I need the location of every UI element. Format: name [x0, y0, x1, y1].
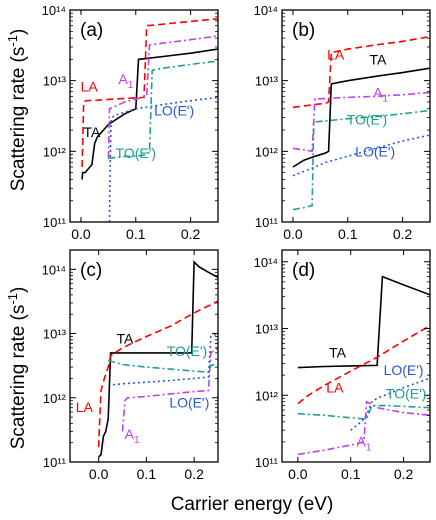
- series-label-ta: TA: [83, 124, 101, 140]
- series-lo-e-line: [108, 96, 218, 222]
- x-tick-label: 0.0: [89, 466, 109, 482]
- plot-frame: [69, 249, 219, 463]
- series-a-line: [297, 400, 430, 456]
- series-label-to-e: TO(E'): [386, 385, 427, 401]
- panel-label: (d): [292, 260, 315, 281]
- series-lo-e-line: [350, 377, 430, 431]
- series-la-line: [297, 325, 430, 405]
- y-tick-label: 10¹²: [255, 144, 279, 159]
- series-label-subscript: 1: [134, 435, 140, 446]
- series-ta-line: [292, 67, 430, 168]
- y-axis-title-top-close: ): [8, 29, 29, 35]
- y-axis-title-bottom-main: Scattering rate (s: [8, 305, 29, 450]
- y-axis-title-top-main: Scattering rate (s: [8, 47, 29, 192]
- series-a-line: [107, 35, 218, 159]
- series-label-lo-e: LO(E'): [384, 362, 424, 378]
- series-a-line: [121, 347, 218, 432]
- series-label-lo-e: LO(E'): [154, 103, 194, 119]
- x-tick-label: 0.1: [341, 466, 361, 482]
- series-to-e-line: [107, 359, 218, 374]
- y-tick-label: 10¹³: [255, 74, 279, 89]
- series-label-to-e: TO(E'): [116, 145, 157, 161]
- series-label-lo-e: LO(E'): [169, 395, 209, 411]
- series-to-e-line: [292, 109, 430, 211]
- plot-frame: [281, 249, 431, 463]
- panel-label: (b): [292, 20, 315, 41]
- series-la-line: [81, 18, 218, 168]
- y-tick-label: 10¹⁴: [254, 255, 278, 270]
- series-label-to-e: TO(E'): [347, 111, 388, 127]
- series-label-a: A1: [356, 434, 371, 454]
- series-label-subscript: 1: [366, 443, 372, 454]
- x-tick-label: 0.2: [393, 226, 413, 242]
- y-axis-title-top: Scattering rate (s-1): [5, 29, 29, 192]
- y-tick-label: 10¹⁴: [254, 3, 278, 18]
- x-tick-label: 0.1: [338, 226, 358, 242]
- series-label-la: LA: [327, 46, 345, 62]
- y-tick-label: 10¹³: [43, 327, 67, 342]
- series-label-ta: TA: [116, 331, 134, 347]
- x-tick-label: 0.2: [184, 466, 204, 482]
- series-label-a: A1: [125, 426, 140, 446]
- x-tick-label: 0.0: [283, 226, 303, 242]
- x-tick-label: 0.1: [137, 466, 157, 482]
- y-axis-title-bottom: Scattering rate (s-1): [5, 287, 29, 450]
- y-tick-label: 10¹²: [255, 388, 279, 403]
- plot-frame: [281, 9, 431, 223]
- series-label-ta: TA: [329, 344, 347, 360]
- panel-b: 0.0 0.1 0.2 10¹¹ 10¹² 10¹³ 10¹⁴ (b) LA TA A1 TO(E')…: [254, 3, 431, 242]
- series-label-la: LA: [326, 379, 344, 395]
- x-tick-label: 0.0: [71, 226, 91, 242]
- panel-label: (a): [80, 20, 103, 41]
- y-tick-label: 10¹⁴: [42, 3, 66, 18]
- plot-frame: [69, 9, 219, 223]
- series-ta-line: [98, 260, 218, 458]
- series-a-line: [292, 91, 430, 153]
- y-tick-label: 10¹¹: [255, 215, 279, 230]
- y-tick-label: 10¹³: [43, 74, 67, 89]
- series-to-e-line: [297, 404, 430, 420]
- x-tick-label: 0.2: [181, 226, 201, 242]
- series-label-a: A1: [373, 84, 388, 104]
- y-tick-label: 10¹²: [43, 391, 67, 406]
- x-axis-title: Carrier energy (eV): [171, 494, 334, 515]
- series-lo-e-line: [292, 134, 430, 177]
- series-label-la: LA: [81, 79, 99, 95]
- panels: 0.0 0.1 0.2 10¹¹ 10¹² 10¹³ 10¹⁴ (a) TA LA A1 LO(E')…: [42, 3, 431, 482]
- series-la-line: [97, 300, 218, 448]
- x-tick-label: 0.1: [126, 226, 146, 242]
- series-label-a: A1: [118, 71, 133, 91]
- series-to-e-line: [108, 60, 218, 159]
- panel-a: 0.0 0.1 0.2 10¹¹ 10¹² 10¹³ 10¹⁴ (a) TA LA A1 LO(E')…: [42, 3, 219, 242]
- x-tick-label: 0.2: [394, 466, 414, 482]
- panel-label: (c): [80, 260, 102, 281]
- series-la-line: [292, 35, 430, 109]
- y-tick-label: 10¹¹: [43, 215, 67, 230]
- y-tick-label: 10¹³: [255, 322, 279, 337]
- y-tick-label: 10¹¹: [43, 455, 67, 470]
- x-tick-label: 0.0: [288, 466, 308, 482]
- series-label-to-e: TO(E'): [167, 343, 208, 359]
- y-axis-title-bottom-sup: -1: [5, 293, 20, 305]
- y-tick-label: 10¹¹: [255, 455, 279, 470]
- panel-d: 0.0 0.1 0.2 10¹¹ 10¹² 10¹³ 10¹⁴ (d) TA LO(E') LA TO…: [254, 249, 431, 482]
- series-ta-line: [297, 275, 430, 369]
- y-axis-title-top-sup: -1: [5, 35, 20, 47]
- series-label-ta: TA: [369, 51, 387, 67]
- series-label-subscript: 1: [128, 80, 134, 91]
- series-label-subscript: 1: [383, 93, 389, 104]
- y-tick-label: 10¹²: [43, 144, 67, 159]
- series-label-la: LA: [76, 399, 94, 415]
- y-tick-label: 10¹⁴: [42, 262, 66, 277]
- series-label-lo-e: LO(E'): [355, 143, 395, 159]
- panel-c: 0.0 0.1 0.2 10¹¹ 10¹² 10¹³ 10¹⁴ (c) TA TO(E') LA LO…: [42, 249, 219, 482]
- y-axis-title-bottom-close: ): [8, 287, 29, 293]
- series-ta-line: [81, 48, 218, 180]
